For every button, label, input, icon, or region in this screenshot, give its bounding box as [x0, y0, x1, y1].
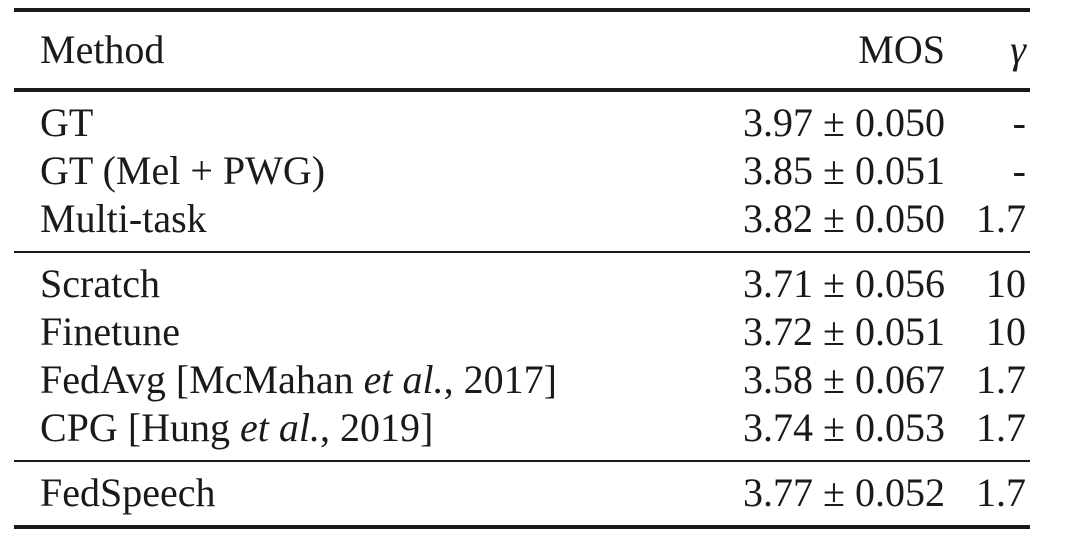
mos-cell: 3.71 ± 0.056 [743, 261, 945, 306]
gamma-cell: 1.7 [976, 405, 1026, 450]
method-cell: GT [40, 100, 94, 145]
method-citation-year: , 2019] [320, 405, 434, 450]
results-table: Method MOS γ GT 3.97 ± 0.050 - GT (Mel +… [14, 8, 1030, 529]
table-row: Scratch 3.71 ± 0.056 10 [14, 260, 1030, 308]
header-row: Method MOS γ [14, 26, 1030, 74]
top-rule [14, 8, 1030, 12]
method-cell: CPG [Hung et al., 2019] [14, 404, 680, 452]
method-cell: FedSpeech [40, 470, 216, 515]
table-row: FedSpeech 3.77 ± 0.052 1.7 [14, 469, 1030, 517]
gamma-cell: 10 [986, 309, 1026, 354]
method-text: CPG [Hung [40, 405, 241, 450]
table-row: GT 3.97 ± 0.050 - [14, 99, 1030, 147]
group-rule [14, 251, 1030, 253]
header-method: Method [40, 27, 165, 72]
group-rule [14, 460, 1030, 462]
method-cell: Multi-task [40, 196, 207, 241]
table-row: CPG [Hung et al., 2019] 3.74 ± 0.053 1.7 [14, 404, 1030, 452]
method-etal: et al. [240, 405, 321, 450]
table-row: FedAvg [McMahan et al., 2017] 3.58 ± 0.0… [14, 356, 1030, 404]
mos-cell: 3.82 ± 0.050 [743, 196, 945, 241]
mos-cell: 3.85 ± 0.051 [743, 148, 945, 193]
row-group-baselines: GT 3.97 ± 0.050 - GT (Mel + PWG) 3.85 ± … [14, 92, 1030, 251]
mos-cell: 3.72 ± 0.051 [743, 309, 945, 354]
method-text: FedAvg [McMahan [40, 357, 364, 402]
row-group-proposed: FedSpeech 3.77 ± 0.052 1.7 [14, 462, 1030, 525]
gamma-cell: 1.7 [976, 470, 1026, 515]
mos-cell: 3.97 ± 0.050 [743, 100, 945, 145]
method-cell: Finetune [40, 309, 180, 354]
table-row: Multi-task 3.82 ± 0.050 1.7 [14, 195, 1030, 243]
gamma-cell: 1.7 [976, 357, 1026, 402]
method-cell: FedAvg [McMahan et al., 2017] [14, 356, 680, 404]
header-rule [14, 88, 1030, 92]
row-group-methods: Scratch 3.71 ± 0.056 10 Finetune 3.72 ± … [14, 253, 1030, 460]
gamma-cell: - [1012, 148, 1026, 193]
mos-cell: 3.74 ± 0.053 [743, 405, 945, 450]
gamma-cell: - [1012, 100, 1026, 145]
table-row: GT (Mel + PWG) 3.85 ± 0.051 - [14, 147, 1030, 195]
method-etal: et al. [363, 357, 444, 402]
header-mos: MOS [858, 27, 945, 72]
method-citation-year: , 2017] [443, 357, 557, 402]
method-cell: Scratch [40, 261, 160, 306]
gamma-cell: 10 [986, 261, 1026, 306]
table-row: Finetune 3.72 ± 0.051 10 [14, 308, 1030, 356]
mos-cell: 3.58 ± 0.067 [743, 357, 945, 402]
header-gamma: γ [1010, 27, 1026, 72]
method-cell: GT (Mel + PWG) [40, 148, 326, 193]
gamma-cell: 1.7 [976, 196, 1026, 241]
mos-cell: 3.77 ± 0.052 [743, 470, 945, 515]
bottom-rule [14, 525, 1030, 529]
